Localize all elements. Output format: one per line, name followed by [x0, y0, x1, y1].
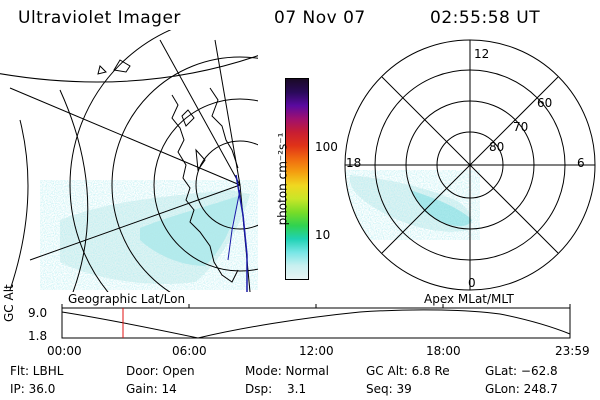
geo-panel-label: Geographic Lat/Lon	[68, 292, 186, 306]
mlat-label-60: 60	[537, 96, 553, 110]
timeline-xtick-2: 12:00	[299, 344, 334, 358]
colorbar-tick-100: 100	[315, 140, 338, 154]
timeline-xtick-4: 23:59	[555, 344, 590, 358]
timeline-xtick-3: 18:00	[426, 344, 461, 358]
aurora-emission-polar	[345, 170, 480, 240]
colorbar	[285, 78, 309, 280]
aurora-emission-geo	[40, 180, 258, 290]
coastline	[97, 59, 239, 283]
latitude-grid	[0, 30, 258, 292]
dsp-label: Dsp:	[245, 382, 273, 396]
mlat-label-80: 80	[489, 140, 505, 154]
dsp-value: 3.1	[287, 382, 307, 396]
timeline-ticks	[61, 304, 571, 308]
mlt-label-6: 6	[577, 156, 585, 170]
timeline-ytick-high: 9.0	[28, 306, 48, 320]
timeline-axis-label: GC Alt	[2, 284, 16, 322]
glat-info: GLat: −62.8	[485, 364, 558, 378]
gcalt-info: GC Alt: 6.8 Re	[366, 364, 450, 378]
ip-info: IP: 36.0	[10, 382, 56, 396]
gain-info: Gain: 14	[126, 382, 177, 396]
instrument-title: Ultraviolet Imager	[18, 8, 181, 28]
timeline-ytick-low: 1.8	[28, 329, 48, 343]
mlt-label-0: 0	[468, 276, 476, 290]
mlt-label-12: 12	[474, 47, 490, 61]
time-label: 02:55:58 UT	[430, 8, 541, 28]
colorbar-tick-10: 10	[315, 228, 331, 242]
mode-info: Mode: Normal	[245, 364, 329, 378]
polar-grid	[344, 39, 596, 291]
date-label: 07 Nov 07	[274, 8, 366, 28]
glon-info: GLon: 248.7	[485, 382, 558, 396]
mlt-label-18: 18	[346, 156, 362, 170]
timeline-xtick-1: 06:00	[172, 344, 207, 358]
altitude-curve	[61, 309, 571, 339]
door-info: Door: Open	[126, 364, 195, 378]
mlat-label-70: 70	[513, 120, 529, 134]
timeline-xtick-0: 00:00	[47, 344, 82, 358]
polar-panel-label: Apex MLat/MLT	[424, 292, 514, 306]
terminator-line	[227, 189, 241, 261]
filter-info: Flt: LBHL	[10, 364, 64, 378]
seq-info: Seq: 39	[366, 382, 412, 396]
